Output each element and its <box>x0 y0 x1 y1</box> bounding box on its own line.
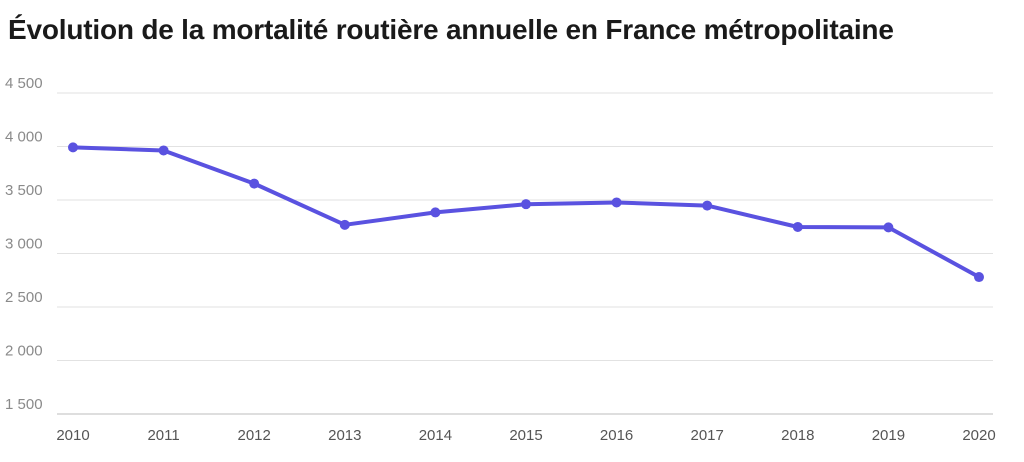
data-point[interactable]: 2019 : 3244 <box>883 222 894 233</box>
data-point[interactable]: 2017 : 3448 <box>702 200 713 211</box>
chart-title: Évolution de la mortalité routière annue… <box>8 14 894 45</box>
series: 2010 : 3992 2011 : 3963 2012 : 3653 2013 : … <box>68 142 984 283</box>
y-tick-label: 2 000 <box>5 343 43 360</box>
x-tick-label: 2013 <box>328 427 361 444</box>
data-point[interactable]: 2020 : 2780 <box>974 272 984 283</box>
x-axis-ticks: 2010 2011 2012 2013 2014 2015 2016 2017 2018 2019… <box>56 427 995 444</box>
data-point[interactable]: 2011 : 3963 <box>158 145 169 156</box>
data-point[interactable]: 2013 : 3268 <box>339 219 350 230</box>
series-line <box>71 145 981 279</box>
y-tick-label: 3 500 <box>5 182 43 199</box>
data-point[interactable]: 2018 : 3248 <box>792 221 803 232</box>
x-tick-label: 2016 <box>600 427 633 444</box>
data-point[interactable]: 2010 : 3992 <box>68 142 78 153</box>
x-tick-label: 2019 <box>872 427 905 444</box>
x-tick-label: 2015 <box>509 427 542 444</box>
data-point[interactable]: 2016 : 3477 <box>611 197 622 208</box>
y-tick-label: 4 000 <box>5 129 43 146</box>
y-tick-label: 2 500 <box>5 289 43 306</box>
x-tick-label: 2017 <box>691 427 724 444</box>
gridlines <box>57 92 993 415</box>
data-point[interactable]: 2014 : 3384 <box>430 207 441 218</box>
y-tick-label: 1 500 <box>5 396 43 413</box>
y-axis-ticks: 1 500 2 000 2 500 3 000 3 500 4 000 4 500 <box>5 75 43 413</box>
x-tick-label: 2012 <box>238 427 271 444</box>
x-tick-label: 2010 <box>56 427 89 444</box>
data-point[interactable]: 2012 : 3653 <box>249 178 260 189</box>
x-tick-label: 2011 <box>147 427 179 444</box>
x-tick-label: 2020 <box>962 427 995 444</box>
x-tick-label: 2018 <box>781 427 814 444</box>
data-point[interactable]: 2015 : 3461 <box>521 199 531 210</box>
y-tick-label: 3 000 <box>5 236 43 253</box>
y-tick-label: 4 500 <box>5 75 43 92</box>
x-tick-label: 2014 <box>419 427 452 444</box>
